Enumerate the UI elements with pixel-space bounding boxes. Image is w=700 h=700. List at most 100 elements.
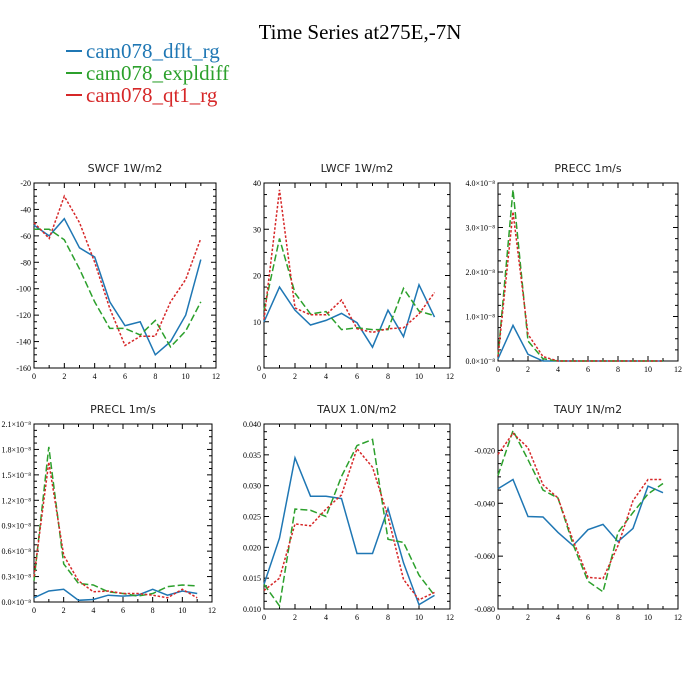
x-tick-label: 0 [496,365,500,374]
series-line-cam078-dflt-rg [33,588,198,602]
y-tick-label: 2.0×10⁻⁸ [465,268,495,277]
series-line-cam078-dflt-rg [497,323,663,362]
y-tick-label: 0.035 [243,451,261,460]
x-tick-label: 2 [62,372,66,381]
series-line-cam078-dflt-rg [33,217,202,357]
x-tick-label: 0 [262,372,266,381]
x-tick-label: 8 [616,365,620,374]
plot-frame [33,182,217,369]
series-line-cam078-qt1-rg [33,461,198,599]
plot-frame [497,423,679,610]
chart-panel: TAUX 1.0N/m2 0 2 4 6 8 10 12 0.010 0.015 0.020 0.02… [243,403,454,622]
series-line-cam078-qt1-rg [263,189,436,334]
x-tick-label: 0 [32,606,36,615]
legend-item: cam078_qt1_rg [66,83,229,107]
legend: cam078_dflt_rg cam078_expldiff cam078_qt… [66,38,230,107]
x-tick-label: 4 [93,372,97,381]
plot-frame [33,423,213,603]
y-tick-label: -140 [16,338,31,347]
plot-frame [263,423,451,610]
chart-panel: PRECL 1m/s 0 2 4 6 8 10 12 0.0×10⁻⁸ 0.3×10⁻⁸ 0.6×1… [1,403,216,615]
chart-title: PRECC 1m/s [554,162,622,175]
series-line-cam078-expldiff [34,228,202,349]
y-tick-label: 1.0×10⁻⁸ [465,313,495,322]
y-tick-label: 0 [257,364,261,373]
y-tick-label: 0.0×10⁻⁸ [1,598,31,607]
y-tick-label: 30 [253,225,261,234]
x-tick-label: 12 [212,372,220,381]
y-tick-label: 20 [253,272,261,281]
chart-title: TAUX 1.0N/m2 [316,403,397,416]
series-line-cam078-expldiff [497,428,664,594]
x-tick-label: 2 [293,372,297,381]
series-line-cam078-qt1-rg [33,194,202,347]
x-tick-label: 4 [556,613,560,622]
y-tick-label: 1.8×10⁻⁸ [1,445,31,454]
y-tick-label: -0.020 [474,446,495,455]
legend-swatch [66,94,82,96]
x-tick-label: 10 [178,606,186,615]
x-tick-label: 8 [153,372,157,381]
x-tick-label: 0 [496,613,500,622]
x-tick-label: 2 [526,613,530,622]
x-tick-label: 0 [32,372,36,381]
y-tick-label: -40 [20,205,31,214]
x-tick-label: 6 [586,613,590,622]
x-tick-label: 0 [262,613,266,622]
x-tick-label: 2 [62,606,66,615]
y-tick-label: -100 [16,285,31,294]
legend-label: cam078_expldiff [86,60,230,85]
legend-label: cam078_dflt_rg [86,38,220,63]
series-line-cam078-expldiff [33,446,198,597]
y-tick-label: -0.080 [474,605,495,614]
x-tick-label: 12 [674,613,682,622]
chart-panel: SWCF 1W/m2 0 2 4 6 8 10 12 -20 -40 -60 -80 -100 -120 -… [16,162,220,381]
x-tick-label: 12 [674,365,682,374]
chart-panel: LWCF 1W/m2 0 2 4 6 8 10 12 0 10 20 30 40 [253,162,454,381]
x-tick-label: 8 [151,606,155,615]
y-tick-label: 1.5×10⁻⁸ [1,471,31,480]
legend-swatch [66,50,82,52]
x-tick-label: 4 [556,365,560,374]
x-tick-label: 4 [324,613,328,622]
x-tick-label: 8 [616,613,620,622]
legend-item: cam078_dflt_rg [66,38,229,63]
y-tick-label: -0.060 [474,552,495,561]
y-tick-label: 0.0×10⁻⁸ [465,357,495,366]
y-tick-label: 0.040 [243,420,261,429]
x-tick-label: 6 [121,606,125,615]
chart-panel: PRECC 1m/s 0 2 4 6 8 10 12 0.0×10⁻⁸ 1.0×10⁻⁸ 2.0×1… [465,162,682,374]
x-tick-label: 10 [644,613,652,622]
chart-title: SWCF 1W/m2 [88,162,163,175]
series-line-cam078-dflt-rg [263,282,436,349]
x-tick-label: 6 [355,613,359,622]
y-tick-label: -120 [16,311,31,320]
chart-panel: TAUY 1N/m2 0 2 4 6 8 10 12 -0.020 -0.040 -0.060 -0.… [474,403,682,622]
y-tick-label: 0.020 [243,543,261,552]
y-tick-label: 0.3×10⁻⁸ [1,573,31,582]
x-tick-label: 4 [324,372,328,381]
chart-title: PRECL 1m/s [90,403,156,416]
chart-title: TAUY 1N/m2 [553,403,622,416]
y-tick-label: 0.025 [243,513,261,522]
x-tick-label: 12 [446,613,454,622]
x-tick-label: 10 [182,372,190,381]
x-tick-label: 10 [415,613,423,622]
y-tick-label: -160 [16,364,31,373]
x-tick-label: 8 [386,372,390,381]
x-tick-label: 6 [123,372,127,381]
series-line-cam078-qt1-rg [497,432,663,580]
y-tick-label: 10 [253,318,261,327]
x-tick-label: 10 [415,372,423,381]
series-line-cam078-dflt-rg [263,455,435,606]
series-line-cam078-dflt-rg [497,478,664,547]
y-tick-label: 0.015 [243,574,261,583]
x-tick-label: 10 [644,365,652,374]
series-line-cam078-qt1-rg [263,447,435,601]
x-tick-label: 4 [91,606,95,615]
legend-item: cam078_expldiff [66,60,230,85]
x-tick-label: 2 [526,365,530,374]
x-tick-label: 6 [586,365,590,374]
